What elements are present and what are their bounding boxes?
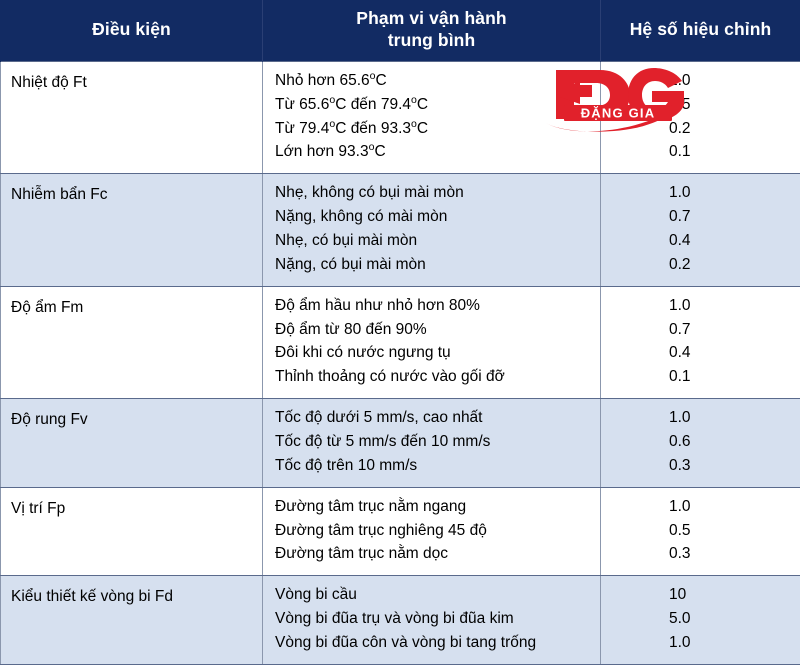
correction-factor-value: 0.3 bbox=[601, 542, 800, 566]
operating-range-line: Nhẹ, không có bụi mài mòn bbox=[275, 181, 600, 205]
operating-range-line: Tốc độ trên 10 mm/s bbox=[275, 454, 600, 478]
operating-range-line: Đường tâm trục nằm dọc bbox=[275, 542, 600, 566]
operating-range-line: Nhỏ hơn 65.6oC bbox=[275, 69, 600, 93]
operating-range-line: Tốc độ dưới 5 mm/s, cao nhất bbox=[275, 406, 600, 430]
cell-condition: Vị trí Fp bbox=[1, 487, 263, 576]
correction-factor-value: 0.1 bbox=[601, 140, 800, 164]
correction-factor-value: 0.3 bbox=[601, 454, 800, 478]
operating-range-line: Đường tâm trục nằm ngang bbox=[275, 495, 600, 519]
correction-factor-value: 0.1 bbox=[601, 365, 800, 389]
column-header-operating-range: Phạm vi vận hành trung bình bbox=[263, 0, 601, 61]
operating-range-line: Nhẹ, có bụi mài mòn bbox=[275, 229, 600, 253]
correction-factor-value: 0.6 bbox=[601, 430, 800, 454]
column-header-operating-range-line2: trung bình bbox=[388, 30, 476, 50]
correction-factor-value: 1.0 bbox=[601, 69, 800, 93]
cell-condition: Kiểu thiết kế vòng bi Fd bbox=[1, 576, 263, 665]
correction-factor-value: 0.5 bbox=[601, 93, 800, 117]
correction-factor-value: 1.0 bbox=[601, 181, 800, 205]
operating-range-line: Từ 65.6oC đến 79.4oC bbox=[275, 93, 600, 117]
correction-factor-value: 5.0 bbox=[601, 607, 800, 631]
operating-range-line: Lớn hơn 93.3oC bbox=[275, 140, 600, 164]
table-header: Điều kiện Phạm vi vận hành trung bình Hệ… bbox=[1, 0, 800, 61]
correction-factor-value: 1.0 bbox=[601, 495, 800, 519]
correction-factor-value: 0.2 bbox=[601, 117, 800, 141]
operating-range-line: Thỉnh thoảng có nước vào gối đỡ bbox=[275, 365, 600, 389]
operating-range-line: Độ ẩm từ 80 đến 90% bbox=[275, 318, 600, 342]
operating-range-line: Độ ẩm hầu như nhỏ hơn 80% bbox=[275, 294, 600, 318]
cell-condition: Nhiệt độ Ft bbox=[1, 61, 263, 173]
correction-factor-value: 1.0 bbox=[601, 294, 800, 318]
correction-factor-value: 0.4 bbox=[601, 341, 800, 365]
operating-range-line: Nặng, không có mài mòn bbox=[275, 205, 600, 229]
operating-range-line: Vòng bi đũa côn và vòng bi tang trống bbox=[275, 631, 600, 655]
operating-range-line: Từ 79.4oC đến 93.3oC bbox=[275, 117, 600, 141]
operating-range-line: Tốc độ từ 5 mm/s đến 10 mm/s bbox=[275, 430, 600, 454]
correction-factor-value: 0.4 bbox=[601, 229, 800, 253]
correction-factor-value: 0.7 bbox=[601, 205, 800, 229]
cell-operating-range: Độ ẩm hầu như nhỏ hơn 80%Độ ẩm từ 80 đến… bbox=[263, 286, 601, 398]
cell-condition: Độ rung Fv bbox=[1, 399, 263, 488]
correction-factor-value: 1.0 bbox=[601, 406, 800, 430]
correction-factor-value: 10 bbox=[601, 583, 800, 607]
correction-factor-value: 0.2 bbox=[601, 253, 800, 277]
cell-condition: Nhiễm bẩn Fc bbox=[1, 174, 263, 286]
column-header-condition: Điều kiện bbox=[1, 0, 263, 61]
operating-range-line: Đường tâm trục nghiêng 45 độ bbox=[275, 519, 600, 543]
correction-factor-value: 0.7 bbox=[601, 318, 800, 342]
operating-range-line: Vòng bi đũa trụ và vòng bi đũa kim bbox=[275, 607, 600, 631]
operating-range-line: Đôi khi có nước ngưng tụ bbox=[275, 341, 600, 365]
column-header-operating-range-line1: Phạm vi vận hành bbox=[356, 8, 506, 28]
coefficient-table-page: Điều kiện Phạm vi vận hành trung bình Hệ… bbox=[0, 0, 800, 600]
operating-range-line: Vòng bi cầu bbox=[275, 583, 600, 607]
correction-factor-value: 1.0 bbox=[601, 631, 800, 655]
header-row: Điều kiện Phạm vi vận hành trung bình Hệ… bbox=[1, 0, 800, 61]
column-header-correction-factor: Hệ số hiệu chỉnh bbox=[601, 0, 800, 61]
operating-range-line: Nặng, có bụi mài mòn bbox=[275, 253, 600, 277]
cell-condition: Độ ẩm Fm bbox=[1, 286, 263, 398]
correction-factor-value: 0.5 bbox=[601, 519, 800, 543]
